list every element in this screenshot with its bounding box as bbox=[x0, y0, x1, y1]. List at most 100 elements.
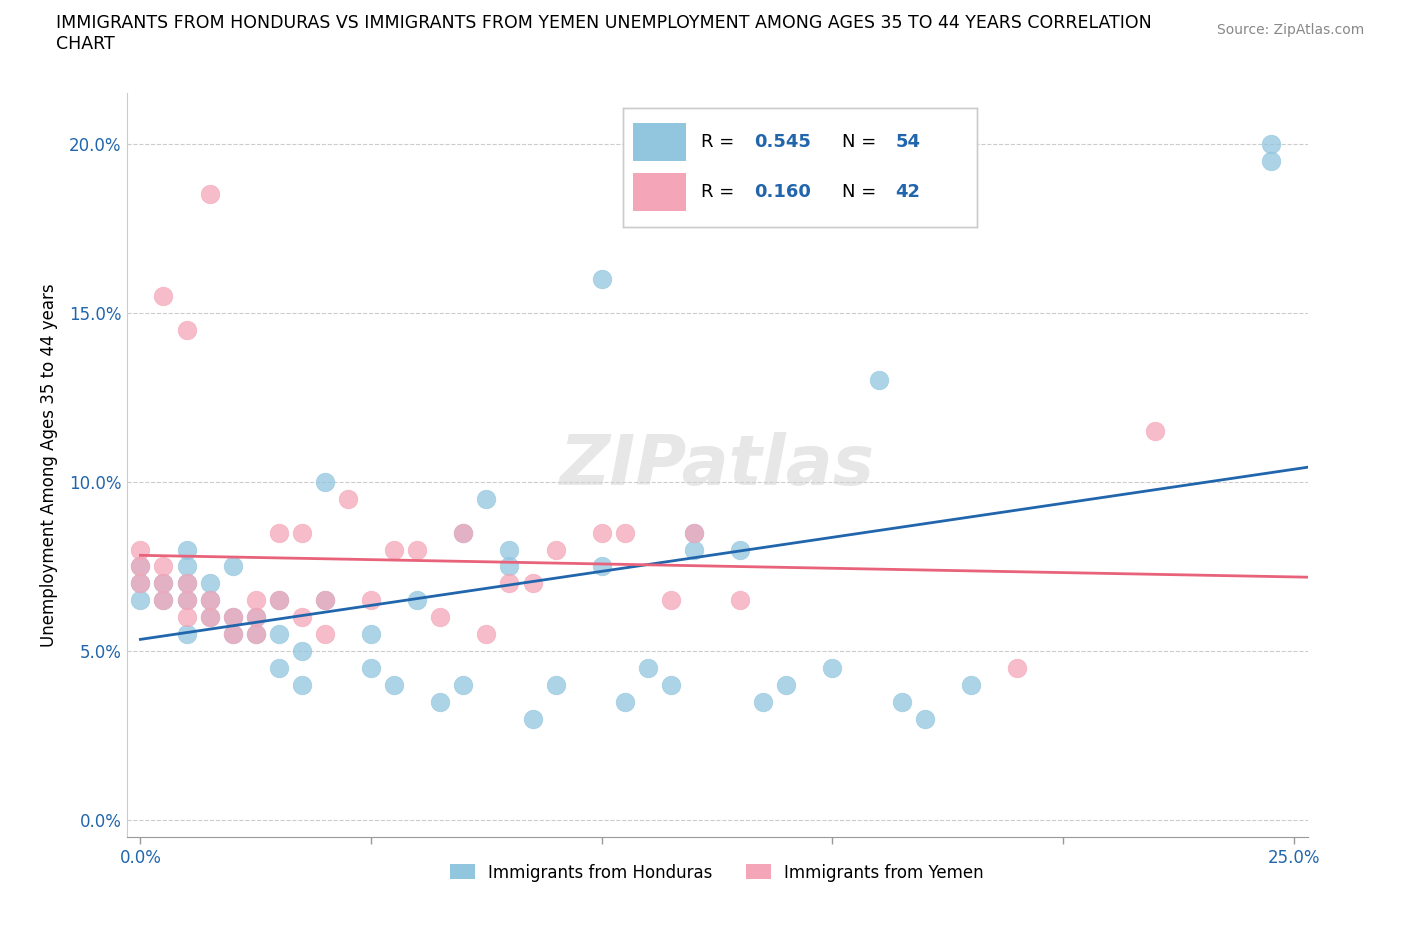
Point bbox=[245, 610, 267, 625]
Point bbox=[613, 525, 636, 540]
Point bbox=[498, 576, 520, 591]
Point bbox=[659, 677, 682, 692]
Point bbox=[198, 576, 221, 591]
Point bbox=[1260, 137, 1282, 152]
Point bbox=[475, 627, 498, 642]
Point bbox=[314, 474, 336, 489]
Point bbox=[152, 592, 174, 607]
Point bbox=[591, 559, 613, 574]
Point bbox=[176, 592, 198, 607]
Text: IMMIGRANTS FROM HONDURAS VS IMMIGRANTS FROM YEMEN UNEMPLOYMENT AMONG AGES 35 TO : IMMIGRANTS FROM HONDURAS VS IMMIGRANTS F… bbox=[56, 14, 1152, 32]
Point bbox=[221, 610, 243, 625]
Point bbox=[1144, 424, 1167, 439]
Point bbox=[291, 677, 314, 692]
Point bbox=[291, 610, 314, 625]
Point bbox=[728, 592, 751, 607]
Point bbox=[382, 677, 405, 692]
Point bbox=[868, 373, 890, 388]
Point bbox=[314, 627, 336, 642]
Point bbox=[522, 711, 544, 726]
Point bbox=[291, 525, 314, 540]
Point bbox=[406, 542, 429, 557]
Point bbox=[267, 660, 290, 675]
Point bbox=[683, 525, 706, 540]
Point bbox=[176, 627, 198, 642]
Point bbox=[360, 660, 382, 675]
Point bbox=[659, 592, 682, 607]
Point bbox=[821, 660, 844, 675]
Point bbox=[198, 610, 221, 625]
Point bbox=[544, 542, 567, 557]
Point bbox=[728, 542, 751, 557]
Point bbox=[152, 576, 174, 591]
Legend: Immigrants from Honduras, Immigrants from Yemen: Immigrants from Honduras, Immigrants fro… bbox=[443, 857, 991, 888]
Point bbox=[314, 592, 336, 607]
Point bbox=[129, 542, 152, 557]
Point bbox=[959, 677, 981, 692]
Point bbox=[267, 592, 290, 607]
Point bbox=[683, 525, 706, 540]
Text: ZIPatlas: ZIPatlas bbox=[560, 432, 875, 498]
Point bbox=[267, 627, 290, 642]
Point bbox=[198, 592, 221, 607]
Point bbox=[291, 644, 314, 658]
Point bbox=[129, 592, 152, 607]
Point bbox=[429, 610, 451, 625]
Point bbox=[475, 491, 498, 506]
Point bbox=[245, 610, 267, 625]
Point bbox=[152, 559, 174, 574]
Point bbox=[613, 695, 636, 710]
Point bbox=[1005, 660, 1028, 675]
Point bbox=[1260, 153, 1282, 168]
Point bbox=[637, 660, 659, 675]
Point bbox=[198, 592, 221, 607]
Point bbox=[498, 559, 520, 574]
Point bbox=[245, 627, 267, 642]
Point bbox=[176, 559, 198, 574]
Point bbox=[890, 695, 912, 710]
Y-axis label: Unemployment Among Ages 35 to 44 years: Unemployment Among Ages 35 to 44 years bbox=[39, 284, 58, 646]
Point bbox=[176, 323, 198, 338]
Point bbox=[544, 677, 567, 692]
Point bbox=[453, 525, 475, 540]
Point bbox=[522, 576, 544, 591]
Point bbox=[360, 592, 382, 607]
Point bbox=[129, 559, 152, 574]
Point bbox=[591, 525, 613, 540]
Point bbox=[152, 592, 174, 607]
Point bbox=[498, 542, 520, 557]
Point bbox=[267, 525, 290, 540]
Point bbox=[267, 592, 290, 607]
Point bbox=[129, 576, 152, 591]
Point bbox=[152, 288, 174, 303]
Point bbox=[314, 592, 336, 607]
Point bbox=[382, 542, 405, 557]
Point bbox=[453, 677, 475, 692]
Point bbox=[176, 576, 198, 591]
Point bbox=[752, 695, 775, 710]
Point bbox=[591, 272, 613, 286]
Point bbox=[129, 559, 152, 574]
Point bbox=[775, 677, 797, 692]
Point bbox=[406, 592, 429, 607]
Point bbox=[914, 711, 936, 726]
Point bbox=[176, 610, 198, 625]
Point bbox=[176, 592, 198, 607]
Point bbox=[221, 610, 243, 625]
Point bbox=[176, 542, 198, 557]
Text: CHART: CHART bbox=[56, 35, 115, 53]
Point bbox=[360, 627, 382, 642]
Point bbox=[221, 627, 243, 642]
Point bbox=[429, 695, 451, 710]
Point bbox=[198, 610, 221, 625]
Point bbox=[221, 627, 243, 642]
Point bbox=[176, 576, 198, 591]
Text: Source: ZipAtlas.com: Source: ZipAtlas.com bbox=[1216, 23, 1364, 37]
Point bbox=[453, 525, 475, 540]
Point bbox=[337, 491, 360, 506]
Point bbox=[129, 576, 152, 591]
Point bbox=[221, 559, 243, 574]
Point bbox=[198, 187, 221, 202]
Point bbox=[245, 592, 267, 607]
Point bbox=[245, 627, 267, 642]
